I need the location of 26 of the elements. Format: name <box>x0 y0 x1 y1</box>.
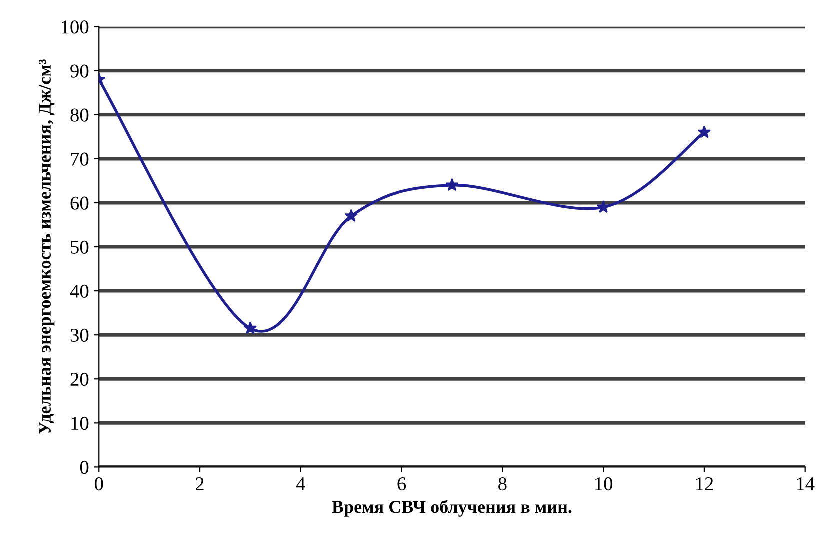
y-tick-label: 40 <box>70 284 89 298</box>
y-tick-label: 100 <box>62 20 89 34</box>
point <box>244 322 258 334</box>
y-tick-label: 90 <box>70 64 89 78</box>
y-axis-title: Удельная энергоемкость измельчения, Дж/см³ <box>38 60 55 434</box>
x-tick-label: 12 <box>696 478 714 490</box>
x-tick-label: 0 <box>95 477 104 491</box>
x-tick-label: 6 <box>398 478 406 491</box>
x-axis-title: Время СВЧ облучения в мин. <box>332 500 572 517</box>
y-tick-label: 50 <box>71 240 89 254</box>
y-tick-label: 30 <box>70 328 89 342</box>
y-tick-label: 70 <box>71 152 89 166</box>
y-tick-label: 60 <box>70 196 89 210</box>
y-tick-label: 0 <box>80 461 89 474</box>
x-tick-label: 10 <box>596 477 613 491</box>
point <box>446 178 459 192</box>
x-tick-label: 14 <box>797 478 815 490</box>
y-tick-label: 10 <box>72 416 89 430</box>
x-tick-label: 2 <box>196 478 204 490</box>
x-tick-label: 8 <box>498 477 507 491</box>
point <box>344 209 358 222</box>
y-tick-label: 80 <box>70 108 89 122</box>
point <box>698 126 712 138</box>
x-tick-label: 4 <box>296 478 306 490</box>
y-tick-label: 20 <box>70 372 89 386</box>
point <box>596 200 610 214</box>
